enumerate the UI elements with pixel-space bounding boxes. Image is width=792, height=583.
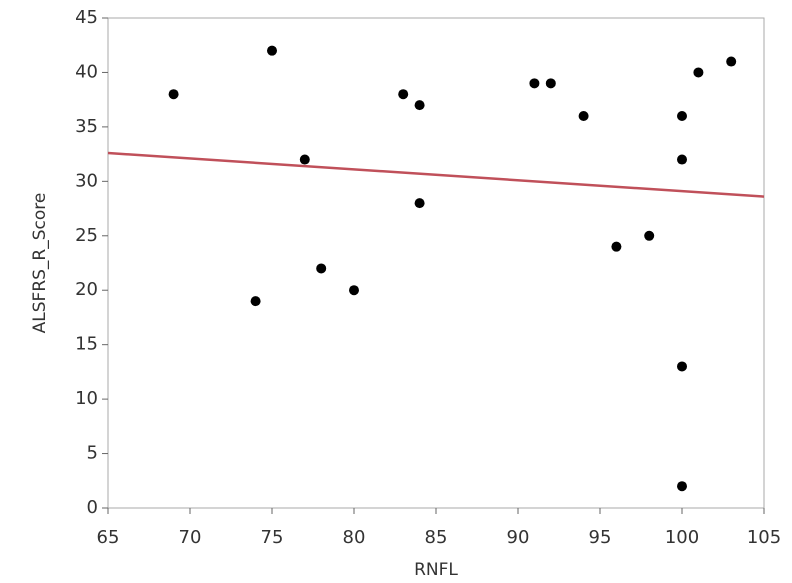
- fit-line: [107, 151, 765, 198]
- point: [693, 67, 704, 78]
- x-tick-label: 100: [665, 527, 699, 548]
- x-tick-label: 105: [747, 527, 781, 548]
- point: [398, 89, 409, 100]
- plot-area: [107, 17, 765, 509]
- point: [644, 230, 655, 241]
- y-axis-title: ALSFRS_R_Score: [30, 193, 50, 334]
- point: [168, 89, 179, 100]
- y-tick-label: 5: [87, 443, 98, 464]
- y-tick-label: 40: [75, 61, 98, 82]
- x-tick-label: 95: [589, 527, 612, 548]
- x-tick-label: 75: [261, 527, 284, 548]
- y-tick-label: 30: [75, 170, 98, 191]
- x-axis-title: RNFL: [414, 560, 458, 580]
- point: [316, 263, 327, 274]
- point: [529, 78, 540, 89]
- y-tick-label: 15: [75, 334, 98, 355]
- x-tick-label: 80: [343, 527, 366, 548]
- y-tick-label: 25: [75, 225, 98, 246]
- point: [677, 361, 687, 372]
- point: [299, 154, 310, 165]
- point: [611, 241, 622, 252]
- x-tick-label: 65: [97, 527, 120, 548]
- x-tick-label: 70: [179, 527, 202, 548]
- point: [545, 78, 556, 89]
- y-tick-label: 10: [75, 388, 98, 409]
- point: [677, 111, 687, 121]
- y-tick-label: 20: [75, 279, 98, 300]
- point: [578, 111, 589, 121]
- y-tick-label: 45: [75, 7, 98, 28]
- x-tick-label: 85: [425, 527, 448, 548]
- point: [250, 296, 261, 307]
- point: [677, 481, 687, 492]
- y-tick-label: 0: [87, 497, 98, 518]
- x-tick-label: 90: [507, 527, 530, 548]
- point: [414, 100, 425, 111]
- y-tick-label: 35: [75, 116, 98, 137]
- point: [267, 45, 277, 56]
- point: [349, 285, 359, 296]
- point: [677, 154, 687, 165]
- point: [726, 56, 737, 67]
- point: [414, 198, 425, 209]
